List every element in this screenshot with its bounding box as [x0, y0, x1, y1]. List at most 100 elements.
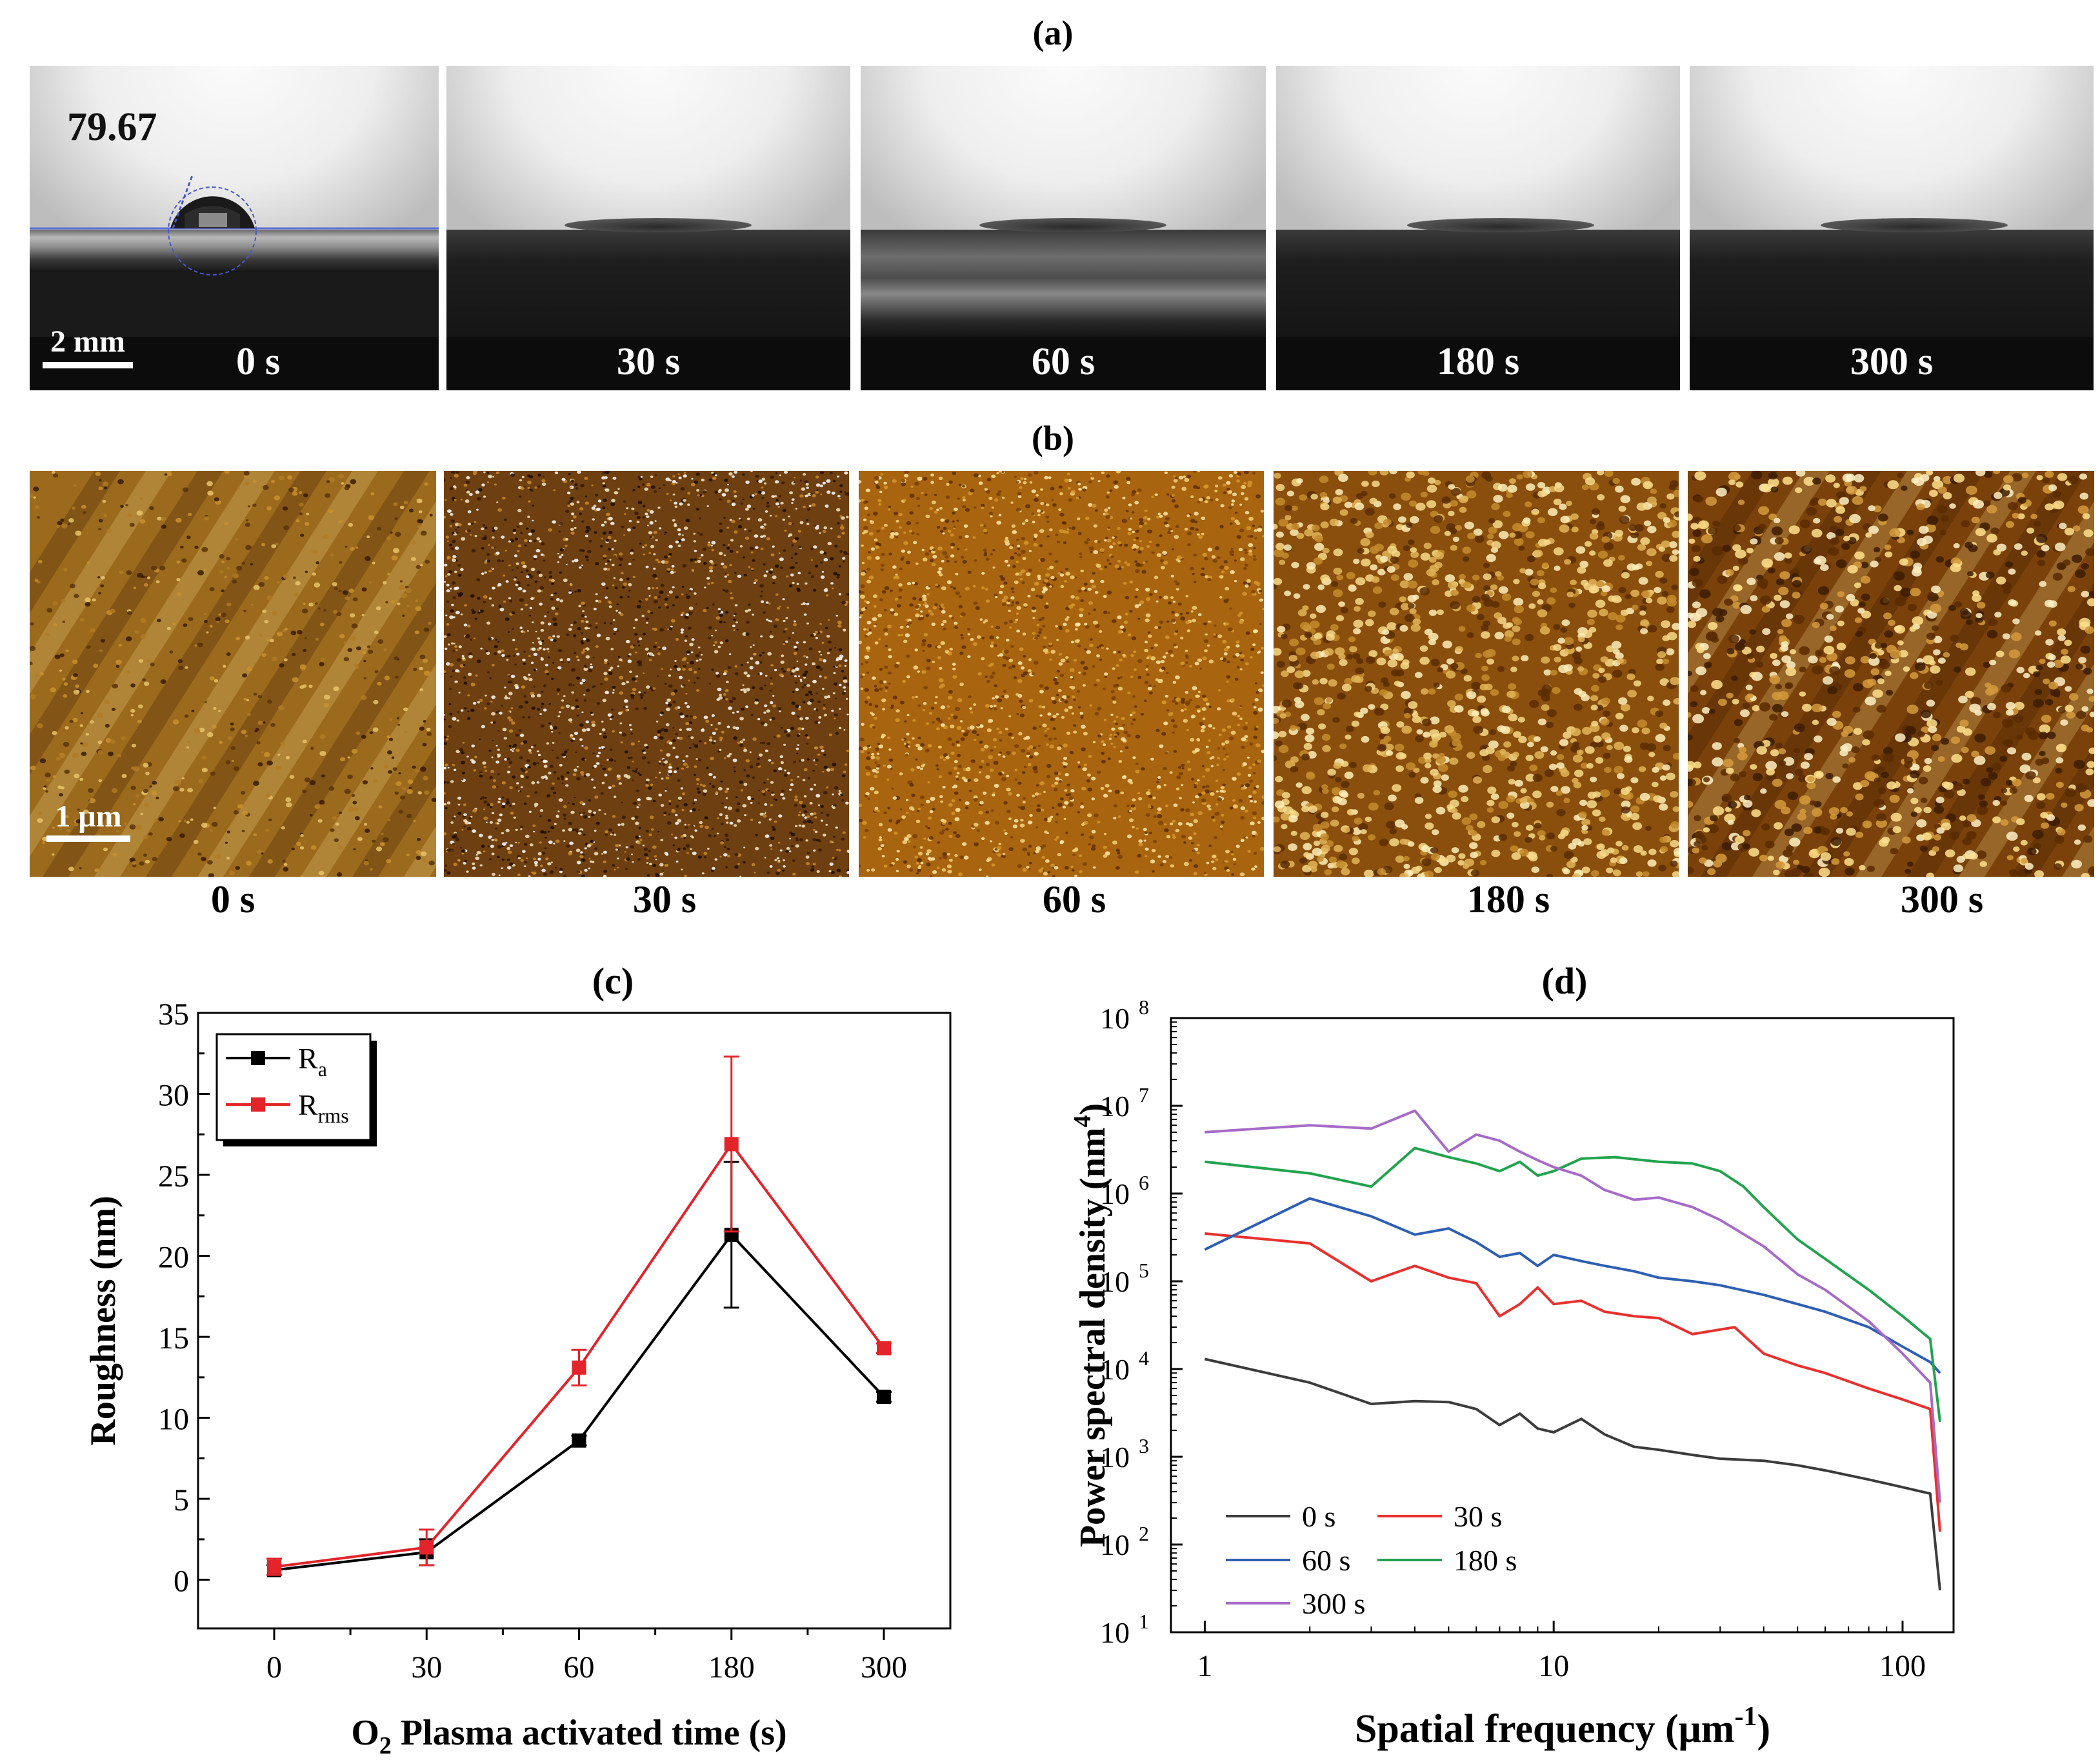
afm-grain [86, 645, 91, 649]
afm-grain [717, 687, 722, 692]
afm-grain [379, 842, 385, 846]
afm-grain [243, 610, 246, 612]
afm-grain [191, 710, 195, 712]
afm-grain [737, 819, 741, 823]
afm-grain [570, 528, 574, 531]
afm-grain [76, 690, 80, 693]
afm-grain [648, 552, 652, 554]
afm-grain [415, 606, 422, 612]
afm-grain [178, 819, 181, 823]
afm-grain [668, 763, 672, 766]
afm-grain [85, 733, 89, 736]
afm-grain [339, 634, 345, 639]
afm-grain [334, 586, 338, 590]
afm-grain [820, 819, 823, 822]
afm-grain [682, 564, 687, 568]
afm-grain [838, 790, 841, 792]
afm-grain [785, 640, 788, 643]
afm-grain [595, 626, 598, 628]
afm-grain [256, 741, 261, 745]
afm-grain [682, 668, 686, 671]
afm-grain [794, 681, 797, 684]
afm-grain [97, 740, 103, 745]
afm-grain [674, 571, 676, 573]
afm-grain [276, 632, 283, 637]
afm-grain [245, 481, 250, 486]
afm-grain [317, 819, 323, 823]
afm-grain [769, 690, 772, 692]
afm-grain [310, 845, 317, 850]
afm-grain [182, 487, 189, 492]
afm-grain [573, 634, 577, 637]
afm-grain [799, 811, 801, 814]
afm-grain [172, 786, 179, 792]
afm-grain [791, 544, 794, 546]
afm-grain [623, 513, 626, 515]
afm-grain [365, 859, 368, 862]
afm-grain [30, 661, 33, 666]
afm-grain [697, 668, 701, 670]
afm-grain [524, 545, 527, 546]
afm-grain [826, 490, 831, 494]
afm-grain [50, 687, 57, 693]
afm-grain [246, 666, 253, 672]
afm-grain [398, 772, 401, 775]
afm-grain [683, 474, 687, 478]
afm-grain [386, 859, 392, 863]
afm-grain [411, 557, 416, 561]
afm-grain [748, 566, 751, 568]
afm-grain [581, 874, 585, 877]
afm-grain [90, 720, 94, 724]
afm-grain [687, 679, 690, 682]
afm-grain [257, 762, 263, 766]
afm-grain [430, 507, 434, 510]
afm-stripe [249, 582, 436, 877]
afm-grain [75, 819, 81, 824]
afm-grain [827, 541, 832, 546]
afm-grain [351, 623, 358, 629]
afm-grain [208, 873, 215, 877]
afm-grain [654, 490, 657, 493]
afm-grain [444, 581, 446, 583]
afm-grain [594, 852, 599, 855]
afm-grain [77, 808, 80, 811]
afm-grain [254, 730, 258, 733]
afm-grain [320, 657, 325, 661]
afm-grain [363, 646, 367, 649]
afm-grain [537, 754, 541, 757]
afm-grain [791, 669, 796, 673]
afm-grain [83, 809, 89, 814]
afm-grain [581, 520, 585, 523]
afm-grain [706, 766, 709, 769]
afm-grain [782, 598, 785, 601]
afm-grain [746, 505, 752, 508]
afm-grain [176, 560, 181, 564]
afm-grain [407, 779, 414, 785]
afm-grain [705, 719, 710, 723]
afm-grain [197, 570, 204, 575]
afm-grain [104, 699, 110, 705]
afm-grain [683, 803, 688, 806]
afm-grain [117, 754, 122, 757]
afm-grain [571, 691, 574, 694]
afm-stripe [30, 471, 223, 775]
afm-grain [145, 859, 150, 864]
afm-grain [680, 614, 683, 616]
afm-grain [292, 677, 299, 683]
afm-grain [550, 677, 554, 681]
afm-grain [377, 681, 382, 686]
afm-grain [90, 628, 95, 633]
afm-grain [300, 834, 304, 837]
afm-grain [361, 614, 365, 617]
afm-grain [279, 475, 285, 481]
afm-grain [755, 698, 759, 702]
afm-grain [526, 584, 530, 586]
afm-grain [521, 475, 525, 479]
afm-grain [317, 607, 321, 610]
afm-grain [658, 762, 661, 765]
afm-grain [386, 572, 391, 575]
afm-grain [420, 530, 427, 536]
afm-grain [528, 614, 531, 617]
afm-grain [304, 743, 308, 746]
afm-grain [506, 770, 510, 774]
